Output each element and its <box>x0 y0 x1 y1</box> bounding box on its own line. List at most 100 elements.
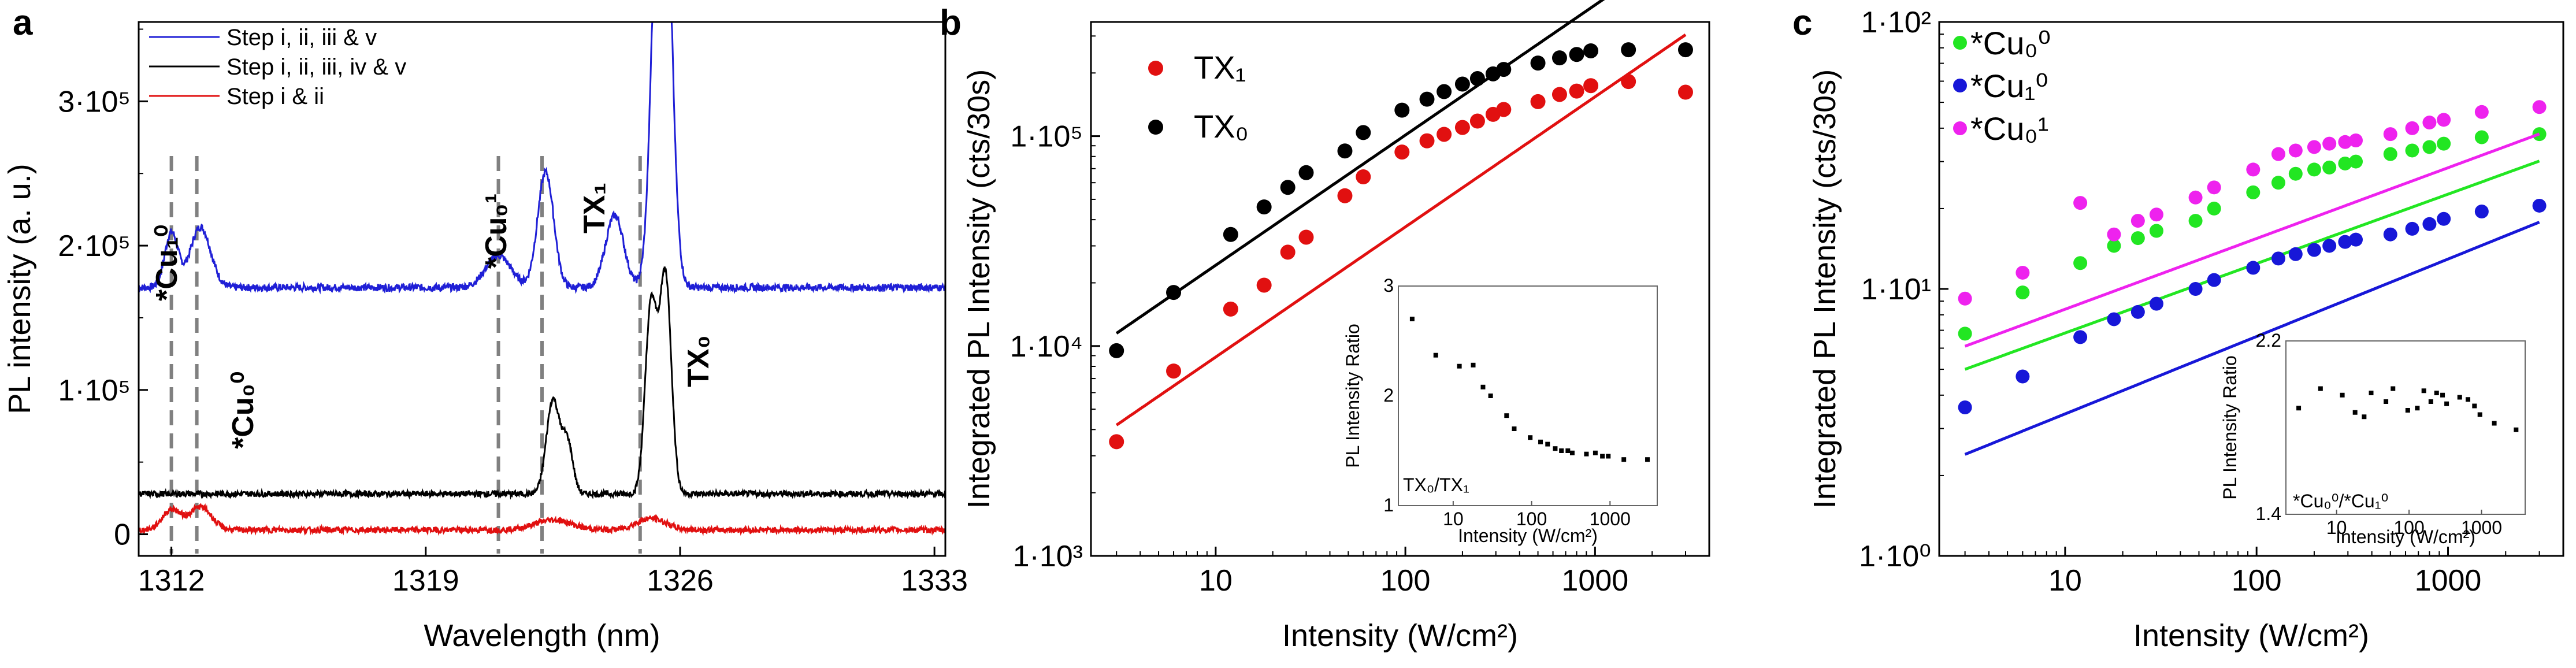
data-point <box>2015 265 2030 280</box>
inset-b-ylabel: PL Intensity Ratio <box>1342 324 1363 468</box>
data-point <box>1394 102 1410 118</box>
legend-label-cu01: *Cu₀¹ <box>1970 110 2048 147</box>
inset-point <box>1545 441 1550 447</box>
y-tick-label: 1·10⁵ <box>1010 120 1083 154</box>
inset-point <box>1457 363 1462 369</box>
data-point <box>2107 312 2121 326</box>
inset-y-tick-label: 2.2 <box>2256 330 2281 351</box>
data-point <box>2207 273 2221 287</box>
inset-x-tick-label: 10 <box>2326 517 2347 538</box>
inset-point <box>2421 388 2426 394</box>
data-point <box>2422 116 2437 130</box>
data-point <box>2405 221 2419 236</box>
data-point <box>2288 143 2303 158</box>
fit-line <box>1964 132 2540 348</box>
data-point <box>2149 207 2163 222</box>
data-point <box>1109 343 1124 358</box>
inset-point <box>2492 421 2497 426</box>
inset-y-tick-label: 3 <box>1383 275 1394 296</box>
y-tick-label: 3·10⁵ <box>58 85 131 118</box>
data-point <box>1958 400 1972 414</box>
data-point <box>1356 169 1371 184</box>
data-point <box>2207 180 2221 195</box>
data-point <box>2271 176 2285 190</box>
legend-label-cu00: *Cu₀⁰ <box>1970 25 2051 61</box>
annot-cu01: *Cu₀¹ <box>480 194 513 269</box>
data-point <box>2130 231 2145 246</box>
data-point <box>2474 205 2489 219</box>
data-point <box>2422 217 2437 231</box>
data-point <box>2015 285 2030 300</box>
data-point <box>1337 188 1353 203</box>
data-point <box>1569 83 1584 99</box>
data-point <box>2348 154 2363 169</box>
data-point <box>2348 133 2363 147</box>
inset-point <box>2477 412 2482 417</box>
x-tick-label: 100 <box>2232 564 2282 598</box>
inset-x-tick-label: 1000 <box>2461 517 2502 538</box>
inset-point <box>1569 450 1575 455</box>
data-point <box>1551 50 1567 66</box>
legend-dot-cu01 <box>1953 121 1967 135</box>
annot-tx0: TX₀ <box>682 335 715 387</box>
x-tick-label: 10 <box>1199 564 1233 598</box>
inset-x-tick-label: 100 <box>2393 517 2424 538</box>
inset-point <box>1528 435 1533 440</box>
inset-point <box>1606 454 1611 459</box>
data-point <box>1551 87 1567 102</box>
data-point <box>2188 214 2203 228</box>
y-tick-label: 2·10⁵ <box>58 229 131 263</box>
inset-point <box>1538 439 1543 444</box>
x-tick-label: 1333 <box>901 564 968 598</box>
inset-b-xlabel: Intensity (W/cm²) <box>1458 525 1598 546</box>
data-point <box>1419 133 1435 149</box>
data-point <box>1621 42 1636 58</box>
inset-y-tick-label: 1.4 <box>2256 503 2281 524</box>
data-point <box>2015 369 2030 384</box>
data-point <box>1569 47 1584 62</box>
series-line <box>138 21 946 295</box>
data-point <box>1280 180 1296 195</box>
x-tick-label: 10 <box>2048 564 2082 598</box>
inset-point <box>2472 403 2477 409</box>
annot-cu00: *Cu₀⁰ <box>227 372 260 449</box>
data-point <box>1958 291 1972 306</box>
data-point <box>2107 239 2121 253</box>
data-point <box>2271 147 2285 161</box>
annot-cu10: *Cu₁⁰ <box>150 225 184 301</box>
inset-x-tick-label: 1000 <box>1590 509 1631 529</box>
inset-point <box>2318 386 2323 391</box>
legend-label-blue: Step i, ii, iii & v <box>227 25 377 50</box>
data-point <box>1677 84 1693 100</box>
data-point <box>2532 100 2547 114</box>
inset-point <box>2466 397 2471 402</box>
data-point <box>2532 198 2547 213</box>
data-point <box>1223 227 1238 242</box>
panel-b-inset: 10 100 1000 1 2 3 TX₀/TX₁ Intensity (W/cm²) P… <box>1342 275 1658 546</box>
data-point <box>1109 434 1124 450</box>
data-point <box>2405 143 2419 158</box>
inset-point <box>1504 413 1509 418</box>
data-point <box>2322 160 2337 175</box>
inset-c-label: *Cu₀⁰/*Cu₁⁰ <box>2293 491 2388 511</box>
data-point <box>2322 239 2337 253</box>
panel-a-chart: 1312 1319 1326 1333 0 1·10⁵ 2·10⁵ 3·10⁵ Wavelen… <box>2 21 968 653</box>
y-tick-label: 1·10³ <box>1013 540 1083 573</box>
x-tick-label: 1000 <box>2415 564 2482 598</box>
data-point <box>2338 156 2352 170</box>
data-point <box>1419 91 1435 107</box>
data-point <box>2073 256 2088 270</box>
data-point <box>1958 326 1972 341</box>
inset-point <box>1621 457 1627 462</box>
legend-label-red: Step i & ii <box>227 84 324 109</box>
data-point <box>1583 78 1599 94</box>
legend-label-cu10: *Cu₁⁰ <box>1970 68 2048 104</box>
fit-line <box>1115 34 1687 426</box>
inset-point <box>1559 448 1564 453</box>
panel-b-chart: 10 100 1000 1·10³ 1·10⁴ 1·10⁵ Intensity (W/cm… <box>962 0 1710 653</box>
data-point <box>2107 227 2121 242</box>
inset-point <box>1600 454 1605 459</box>
inset-point <box>2405 408 2410 413</box>
data-point <box>2307 140 2321 154</box>
